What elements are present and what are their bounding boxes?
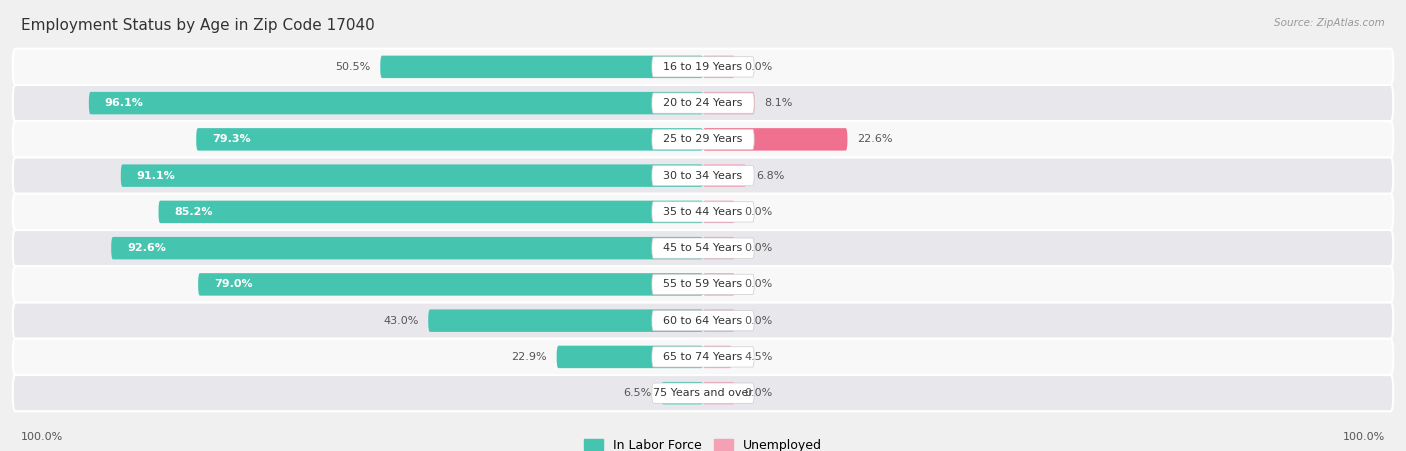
FancyBboxPatch shape [703, 92, 755, 115]
Text: 16 to 19 Years: 16 to 19 Years [664, 62, 742, 72]
FancyBboxPatch shape [652, 310, 754, 331]
FancyBboxPatch shape [703, 55, 735, 78]
Text: 75 Years and over: 75 Years and over [652, 388, 754, 398]
FancyBboxPatch shape [652, 274, 754, 295]
FancyBboxPatch shape [652, 93, 754, 113]
FancyBboxPatch shape [380, 55, 703, 78]
FancyBboxPatch shape [198, 273, 703, 296]
FancyBboxPatch shape [429, 309, 703, 332]
FancyBboxPatch shape [703, 201, 735, 223]
Text: 0.0%: 0.0% [745, 388, 773, 398]
FancyBboxPatch shape [13, 303, 1393, 339]
Text: 79.3%: 79.3% [212, 134, 250, 144]
Text: 35 to 44 Years: 35 to 44 Years [664, 207, 742, 217]
FancyBboxPatch shape [652, 238, 754, 258]
Text: 4.5%: 4.5% [745, 352, 773, 362]
FancyBboxPatch shape [703, 309, 735, 332]
FancyBboxPatch shape [652, 347, 754, 367]
FancyBboxPatch shape [13, 157, 1393, 194]
Text: 22.9%: 22.9% [512, 352, 547, 362]
FancyBboxPatch shape [703, 128, 848, 151]
FancyBboxPatch shape [13, 85, 1393, 121]
FancyBboxPatch shape [13, 230, 1393, 266]
Text: 65 to 74 Years: 65 to 74 Years [664, 352, 742, 362]
FancyBboxPatch shape [557, 345, 703, 368]
Text: 45 to 54 Years: 45 to 54 Years [664, 243, 742, 253]
FancyBboxPatch shape [13, 339, 1393, 375]
Text: 0.0%: 0.0% [745, 280, 773, 290]
Text: 79.0%: 79.0% [214, 280, 253, 290]
FancyBboxPatch shape [652, 383, 754, 403]
FancyBboxPatch shape [661, 382, 703, 405]
FancyBboxPatch shape [159, 201, 703, 223]
FancyBboxPatch shape [13, 266, 1393, 303]
Text: 0.0%: 0.0% [745, 316, 773, 326]
Text: 20 to 24 Years: 20 to 24 Years [664, 98, 742, 108]
Text: 50.5%: 50.5% [336, 62, 371, 72]
Text: Source: ZipAtlas.com: Source: ZipAtlas.com [1274, 18, 1385, 28]
Text: 55 to 59 Years: 55 to 59 Years [664, 280, 742, 290]
FancyBboxPatch shape [703, 164, 747, 187]
Text: 43.0%: 43.0% [384, 316, 419, 326]
Text: Employment Status by Age in Zip Code 17040: Employment Status by Age in Zip Code 170… [21, 18, 375, 33]
FancyBboxPatch shape [13, 49, 1393, 85]
FancyBboxPatch shape [652, 129, 754, 150]
FancyBboxPatch shape [13, 121, 1393, 157]
FancyBboxPatch shape [652, 166, 754, 186]
FancyBboxPatch shape [703, 237, 735, 259]
Text: 96.1%: 96.1% [105, 98, 143, 108]
Text: 100.0%: 100.0% [1343, 432, 1385, 442]
Text: 91.1%: 91.1% [136, 170, 176, 180]
FancyBboxPatch shape [13, 194, 1393, 230]
FancyBboxPatch shape [121, 164, 703, 187]
Text: 6.8%: 6.8% [756, 170, 785, 180]
Text: 60 to 64 Years: 60 to 64 Years [664, 316, 742, 326]
Text: 0.0%: 0.0% [745, 62, 773, 72]
Text: 85.2%: 85.2% [174, 207, 212, 217]
Text: 30 to 34 Years: 30 to 34 Years [664, 170, 742, 180]
Text: 25 to 29 Years: 25 to 29 Years [664, 134, 742, 144]
FancyBboxPatch shape [703, 273, 735, 296]
FancyBboxPatch shape [703, 382, 735, 405]
Text: 6.5%: 6.5% [624, 388, 652, 398]
FancyBboxPatch shape [652, 202, 754, 222]
Text: 22.6%: 22.6% [858, 134, 893, 144]
Legend: In Labor Force, Unemployed: In Labor Force, Unemployed [579, 434, 827, 451]
Text: 100.0%: 100.0% [21, 432, 63, 442]
Text: 8.1%: 8.1% [765, 98, 793, 108]
FancyBboxPatch shape [89, 92, 703, 115]
FancyBboxPatch shape [111, 237, 703, 259]
FancyBboxPatch shape [13, 375, 1393, 411]
Text: 0.0%: 0.0% [745, 243, 773, 253]
Text: 92.6%: 92.6% [127, 243, 166, 253]
FancyBboxPatch shape [652, 57, 754, 77]
FancyBboxPatch shape [703, 345, 731, 368]
Text: 0.0%: 0.0% [745, 207, 773, 217]
FancyBboxPatch shape [197, 128, 703, 151]
